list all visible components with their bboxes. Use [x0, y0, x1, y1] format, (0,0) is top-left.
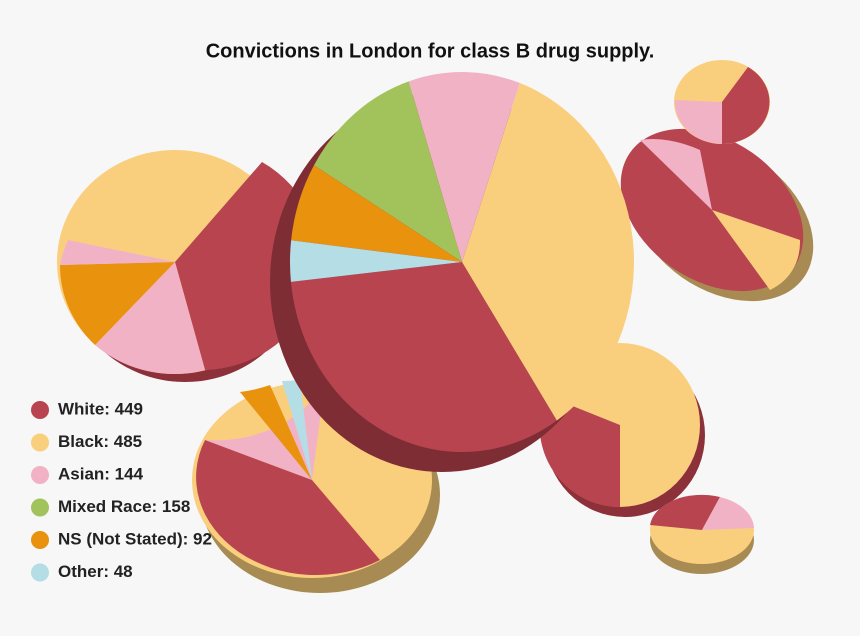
pie-slice	[291, 165, 462, 262]
main-pie	[270, 72, 634, 472]
legend-label: Mixed Race: 158	[58, 497, 190, 516]
legend-swatch	[31, 466, 49, 484]
pie-slice	[290, 262, 557, 452]
legend-label: Asian: 144	[58, 464, 144, 483]
legend-label: Other: 48	[58, 562, 133, 581]
legend-swatch	[31, 401, 49, 419]
legend-swatch	[31, 563, 49, 582]
legend-swatch	[31, 531, 49, 549]
pie-slice	[462, 83, 634, 421]
pie-slice	[290, 240, 462, 282]
pie-slice	[313, 81, 462, 262]
legend-swatch	[31, 433, 49, 452]
legend-label: Black: 485	[58, 432, 142, 451]
legend-swatch	[31, 498, 49, 517]
pie-slice	[408, 72, 520, 262]
legend-label: NS (Not Stated): 92	[58, 529, 212, 548]
chart-title: Convictions in London for class B drug s…	[206, 40, 655, 62]
legend-label: White: 449	[58, 399, 143, 418]
legend: White: 449 Black: 485 Asian: 144 Mixed Race…	[31, 399, 212, 582]
